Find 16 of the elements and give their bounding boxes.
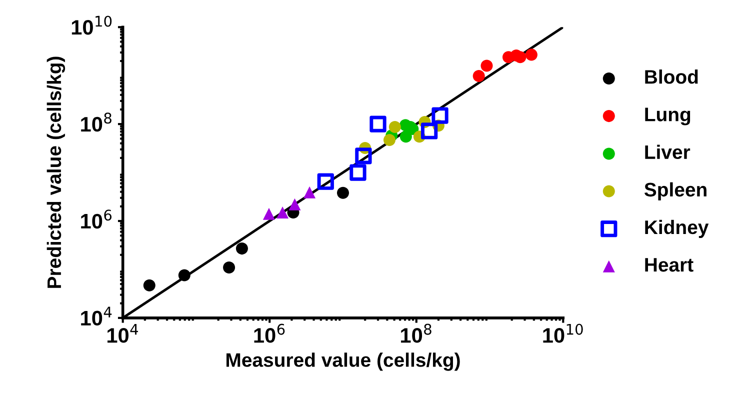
legend-label: Liver bbox=[645, 144, 690, 160]
y-tick-label: 10$^{10}$ bbox=[72, 16, 112, 35]
x-tick-label: 10$^{4}$ bbox=[107, 324, 138, 343]
y-tick-label: 10$^{6}$ bbox=[81, 210, 112, 229]
x-tick-label: 10$^{6}$ bbox=[254, 324, 285, 343]
legend-label: Heart bbox=[645, 258, 694, 272]
legend-label: Lung bbox=[645, 108, 690, 126]
legend-label: Blood bbox=[645, 70, 698, 84]
x-tick-label: 10$^{10}$ bbox=[543, 324, 583, 343]
x-tick-label: 10$^{8}$ bbox=[401, 324, 432, 343]
y-axis-title: Predicted value (cells/kg) bbox=[46, 56, 66, 288]
legend-label: Spleen bbox=[644, 182, 706, 200]
legend-label: Kidney bbox=[645, 220, 709, 238]
y-tick-label: 10$^{8}$ bbox=[81, 112, 112, 132]
x-axis-title: Measured value (cells/kg) bbox=[226, 352, 460, 371]
y-tick-label: 10$^{4}$ bbox=[81, 306, 112, 326]
